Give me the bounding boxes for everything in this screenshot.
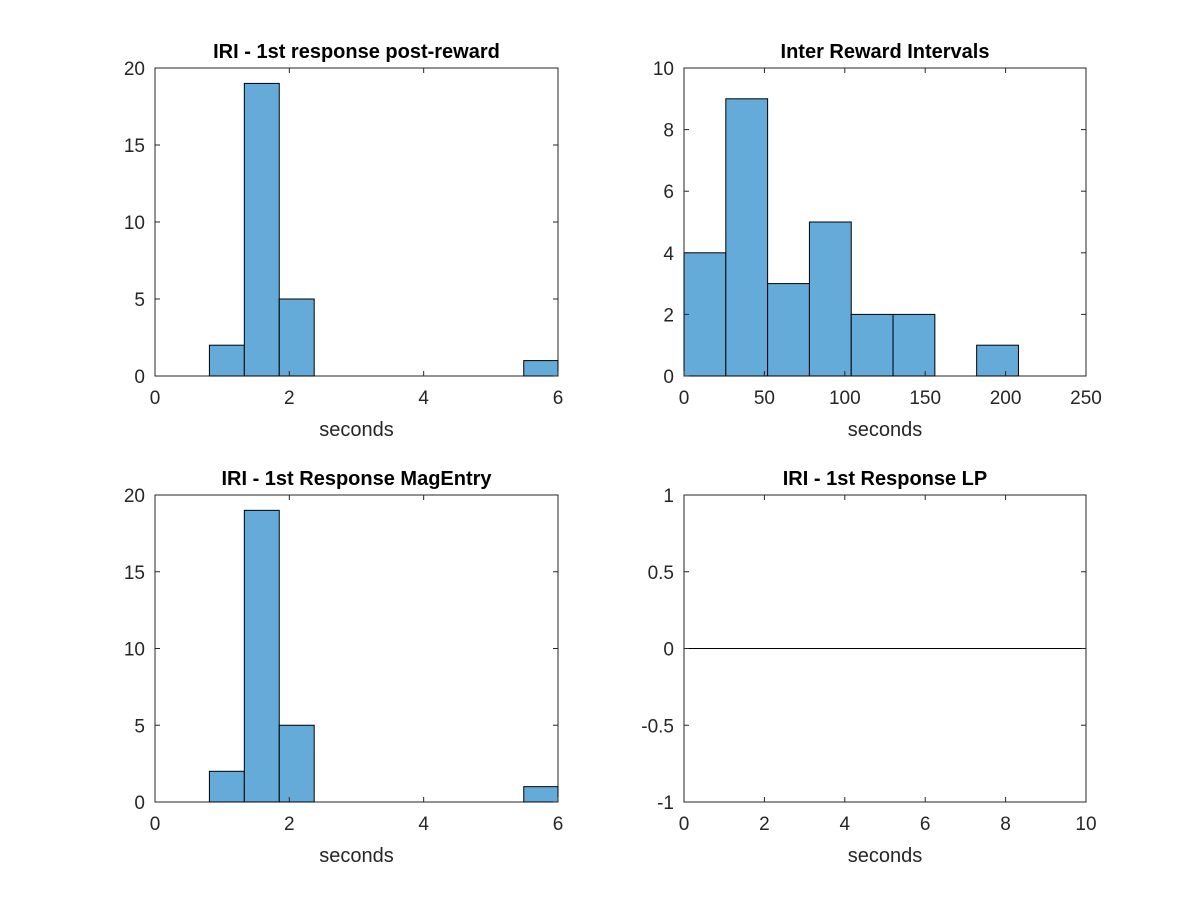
chart-panel-3: 0 2 4 6 0 5 10 15 20 IRI - 1st Response MagEntry s…	[124, 468, 563, 867]
histogram-bar	[892, 313, 936, 377]
x-tick-label: 150	[909, 388, 941, 409]
y-tick-label: 5	[134, 290, 145, 311]
histogram-bar	[523, 360, 559, 377]
y-tick-label: 5	[134, 716, 145, 737]
y-tick-label: 1	[663, 486, 674, 507]
x-tick-label: 10	[1075, 814, 1096, 835]
histogram-bar	[767, 283, 810, 377]
y-tick-label: 6	[663, 182, 674, 203]
y-tick-label: 0	[134, 367, 145, 388]
y-tick-label: 0.5	[648, 563, 674, 584]
y-tick-label: 15	[124, 136, 145, 157]
x-tick-label: 0	[679, 814, 690, 835]
x-tick-label: 6	[553, 814, 564, 835]
x-axis-label: seconds	[848, 845, 923, 867]
histogram-bar	[208, 344, 245, 377]
chart-panel-1: 0 2 4 6 0 5 10 15 20 IRI - 1st response post-rewa…	[124, 41, 563, 441]
x-tick-label: 4	[418, 388, 429, 409]
x-tick-label: 6	[553, 388, 564, 409]
x-tick-label: 2	[284, 814, 295, 835]
y-tick-label: 10	[124, 640, 145, 661]
y-tick-label: 8	[663, 121, 674, 142]
y-tick-label: 10	[653, 59, 674, 80]
histogram-bar	[243, 82, 280, 377]
y-tick-label: 15	[124, 563, 145, 584]
x-tick-label: 2	[759, 814, 770, 835]
chart-panel-4: 0 2 4 6 8 10 -1 -0.5 0 0.5 1 IRI - 1st Response LP s…	[641, 468, 1096, 867]
histogram-bar	[808, 221, 852, 377]
x-tick-label: 4	[840, 814, 851, 835]
y-tick-label: 10	[124, 213, 145, 234]
histogram-bar	[243, 509, 280, 803]
axes-background	[154, 67, 559, 377]
y-tick-label: -0.5	[641, 716, 674, 737]
histogram-bar	[523, 786, 559, 803]
x-axis-label: seconds	[319, 419, 394, 441]
x-tick-label: 250	[1070, 388, 1102, 409]
histogram-bar	[850, 313, 894, 377]
chart-title: IRI - 1st Response LP	[783, 468, 988, 490]
histogram-bar	[683, 252, 727, 377]
x-tick-label: 50	[754, 388, 775, 409]
x-tick-label: 0	[150, 814, 161, 835]
histogram-bar	[278, 298, 315, 377]
chart-title: IRI - 1st Response MagEntry	[221, 468, 492, 490]
chart-panel-2: 0 50 100 150 200 250 0 2 4 6 8 10 Inter Reward Inter…	[653, 41, 1102, 441]
x-tick-label: 100	[829, 388, 861, 409]
x-tick-label: 4	[418, 814, 429, 835]
chart-title: IRI - 1st response post-reward	[213, 41, 500, 63]
y-tick-label: 2	[663, 305, 674, 326]
histogram-bar	[278, 724, 315, 803]
x-axis-label: seconds	[848, 419, 923, 441]
histogram-bar	[208, 770, 245, 803]
axes-background	[154, 494, 559, 803]
y-tick-label: -1	[657, 793, 674, 814]
y-tick-label: 4	[663, 244, 674, 265]
chart-title: Inter Reward Intervals	[781, 41, 990, 63]
x-tick-label: 8	[1000, 814, 1011, 835]
histogram-bar	[725, 98, 769, 377]
x-tick-label: 0	[679, 388, 690, 409]
x-axis-label: seconds	[319, 845, 394, 867]
y-tick-label: 20	[124, 486, 145, 507]
y-tick-label: 0	[663, 367, 674, 388]
y-tick-label: 0	[663, 640, 674, 661]
x-tick-label: 200	[990, 388, 1022, 409]
histogram-bar	[976, 344, 1019, 377]
y-tick-label: 20	[124, 59, 145, 80]
x-tick-label: 6	[920, 814, 931, 835]
x-tick-label: 2	[284, 388, 295, 409]
y-tick-label: 0	[134, 793, 145, 814]
x-tick-label: 0	[150, 388, 161, 409]
